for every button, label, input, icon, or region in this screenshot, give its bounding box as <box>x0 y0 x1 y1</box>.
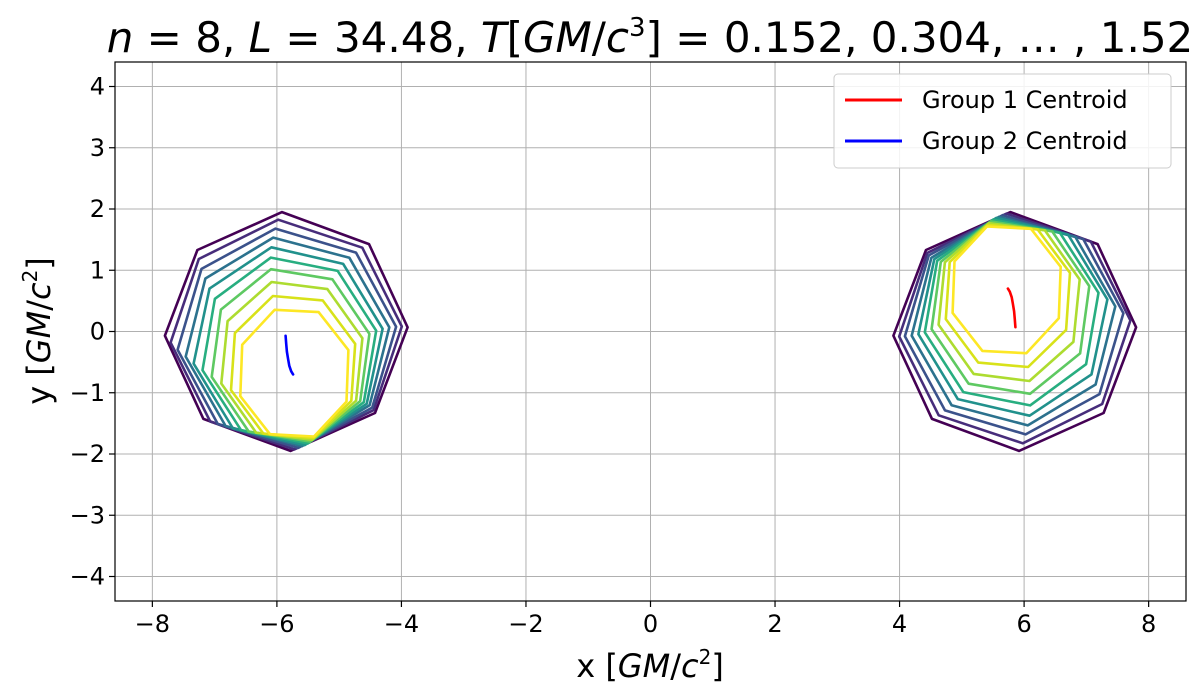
y-tick-label: −1 <box>70 379 105 407</box>
title-T-values: ] = 0.152, 0.304, … , 1.52 <box>646 13 1194 62</box>
y-label-slash: / <box>20 300 58 311</box>
group-1-centroid-path <box>1006 287 1017 329</box>
title-T: T <box>481 13 510 62</box>
x-tick-label: −4 <box>384 610 419 638</box>
title-L-value: = 34.48, <box>272 13 481 62</box>
legend-label-group-2: Group 2 Centroid <box>922 127 1128 155</box>
centroid-series <box>284 287 1017 376</box>
x-label-var: GM <box>618 647 670 685</box>
title-n-value: = 8, <box>133 13 248 62</box>
title-T-unit: GM <box>523 13 592 62</box>
title-T-exp: 3 <box>629 13 646 43</box>
x-axis-label: x [GM/c2] <box>576 645 724 685</box>
x-tick-label: −2 <box>508 610 543 638</box>
legend: Group 1 Centroid Group 2 Centroid <box>833 73 1172 169</box>
x-label-slash: / <box>670 647 681 685</box>
group-1-polygon-t9 <box>944 223 1072 369</box>
x-tick-label: −8 <box>135 610 170 638</box>
x-tick-label: 8 <box>1141 610 1156 638</box>
legend-box <box>833 73 1172 169</box>
x-label-suffix: ] <box>711 647 723 685</box>
y-label-prefix: y [ <box>20 363 58 405</box>
group-2-polygon-t9 <box>229 294 357 440</box>
y-label-exp: 2 <box>18 270 42 283</box>
title-n: n <box>107 13 134 62</box>
y-label-c: c <box>20 282 58 300</box>
x-tick-label: −6 <box>259 610 294 638</box>
title-T-slash: / <box>592 13 607 62</box>
x-label-exp: 2 <box>699 645 712 669</box>
plot-frame <box>114 61 1187 602</box>
y-tick-label: −3 <box>70 501 105 529</box>
grid <box>115 62 1186 601</box>
group-2-polygon-t10 <box>239 308 350 438</box>
title-T-open: [ <box>507 13 523 62</box>
legend-label-group-1: Group 1 Centroid <box>922 86 1128 114</box>
y-tick-label: −2 <box>70 440 105 468</box>
y-tick-label: 3 <box>90 134 105 162</box>
group-1-polygon-t10 <box>951 225 1062 355</box>
group-1-polygon-t2 <box>897 212 1132 445</box>
title-L: L <box>249 13 272 62</box>
axis-ticks: −8 −6 −4 −2 0 2 4 6 8 −4 −3 −2 −1 0 1 2 3 4 <box>70 73 1157 639</box>
x-tick-label: 0 <box>643 610 658 638</box>
group-2-polygon-t2 <box>169 218 404 451</box>
chart-title: n = 8, L = 34.48, T[GM/c3] = 0.152, 0.30… <box>107 13 1194 62</box>
y-label-suffix: ] <box>20 257 58 269</box>
x-tick-label: 6 <box>1016 610 1031 638</box>
y-tick-label: 0 <box>90 318 105 346</box>
y-tick-label: 1 <box>90 256 105 284</box>
title-T-c: c <box>606 13 629 62</box>
x-label-c: c <box>681 647 699 685</box>
group-2-centroid-path <box>284 334 295 376</box>
y-tick-label: 2 <box>90 195 105 223</box>
polygon-series <box>163 210 1138 453</box>
x-tick-label: 2 <box>767 610 782 638</box>
x-label-prefix: x [ <box>576 647 618 685</box>
y-label-var: GM <box>20 311 58 363</box>
y-tick-label: −4 <box>70 563 105 591</box>
y-axis-label: y [GM/c2] <box>18 257 58 405</box>
y-tick-label: 4 <box>90 73 105 101</box>
x-tick-label: 4 <box>892 610 907 638</box>
